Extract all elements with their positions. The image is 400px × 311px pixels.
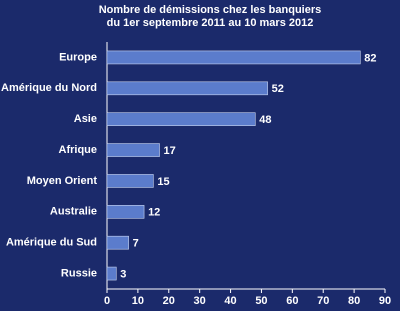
value-label: 12 — [148, 207, 160, 219]
y-tick-label: Europe — [59, 51, 97, 63]
y-tick-label: Amérique du Sud — [6, 237, 97, 249]
y-tick-label: Amérique du Nord — [1, 82, 97, 94]
x-tick-label: 20 — [163, 295, 175, 307]
bar — [106, 235, 129, 250]
x-tick-label: 60 — [286, 295, 298, 307]
value-label: 52 — [272, 83, 284, 95]
bar — [106, 50, 361, 65]
value-label: 3 — [120, 268, 126, 280]
chart-title: du 1er septembre 2011 au 10 mars 2012 — [107, 17, 314, 29]
y-tick-label: Afrique — [59, 144, 98, 156]
value-label: 17 — [164, 145, 176, 157]
x-tick-label: 50 — [255, 295, 267, 307]
value-label: 82 — [364, 52, 376, 64]
x-tick-label: 30 — [194, 295, 206, 307]
bar — [106, 143, 160, 157]
y-tick-label: Russie — [61, 267, 97, 279]
chart-title: Nombre de démissions chez les banquiers — [99, 4, 322, 16]
x-tick-label: 0 — [104, 295, 110, 307]
value-label: 48 — [259, 114, 271, 126]
x-tick-label: 40 — [224, 295, 236, 307]
y-tick-label: Asie — [74, 113, 97, 125]
bar — [106, 81, 268, 96]
value-label: 7 — [133, 238, 139, 250]
x-tick-label: 70 — [317, 295, 329, 307]
y-tick-label: Australie — [50, 206, 97, 218]
value-label: 15 — [157, 176, 169, 188]
x-tick-label: 10 — [132, 295, 144, 307]
bar — [106, 205, 145, 219]
x-tick-label: 90 — [379, 295, 391, 307]
bar — [106, 266, 117, 281]
bar — [106, 112, 256, 126]
bar — [106, 174, 154, 188]
x-tick-label: 80 — [348, 295, 360, 307]
y-tick-label: Moyen Orient — [27, 175, 98, 187]
